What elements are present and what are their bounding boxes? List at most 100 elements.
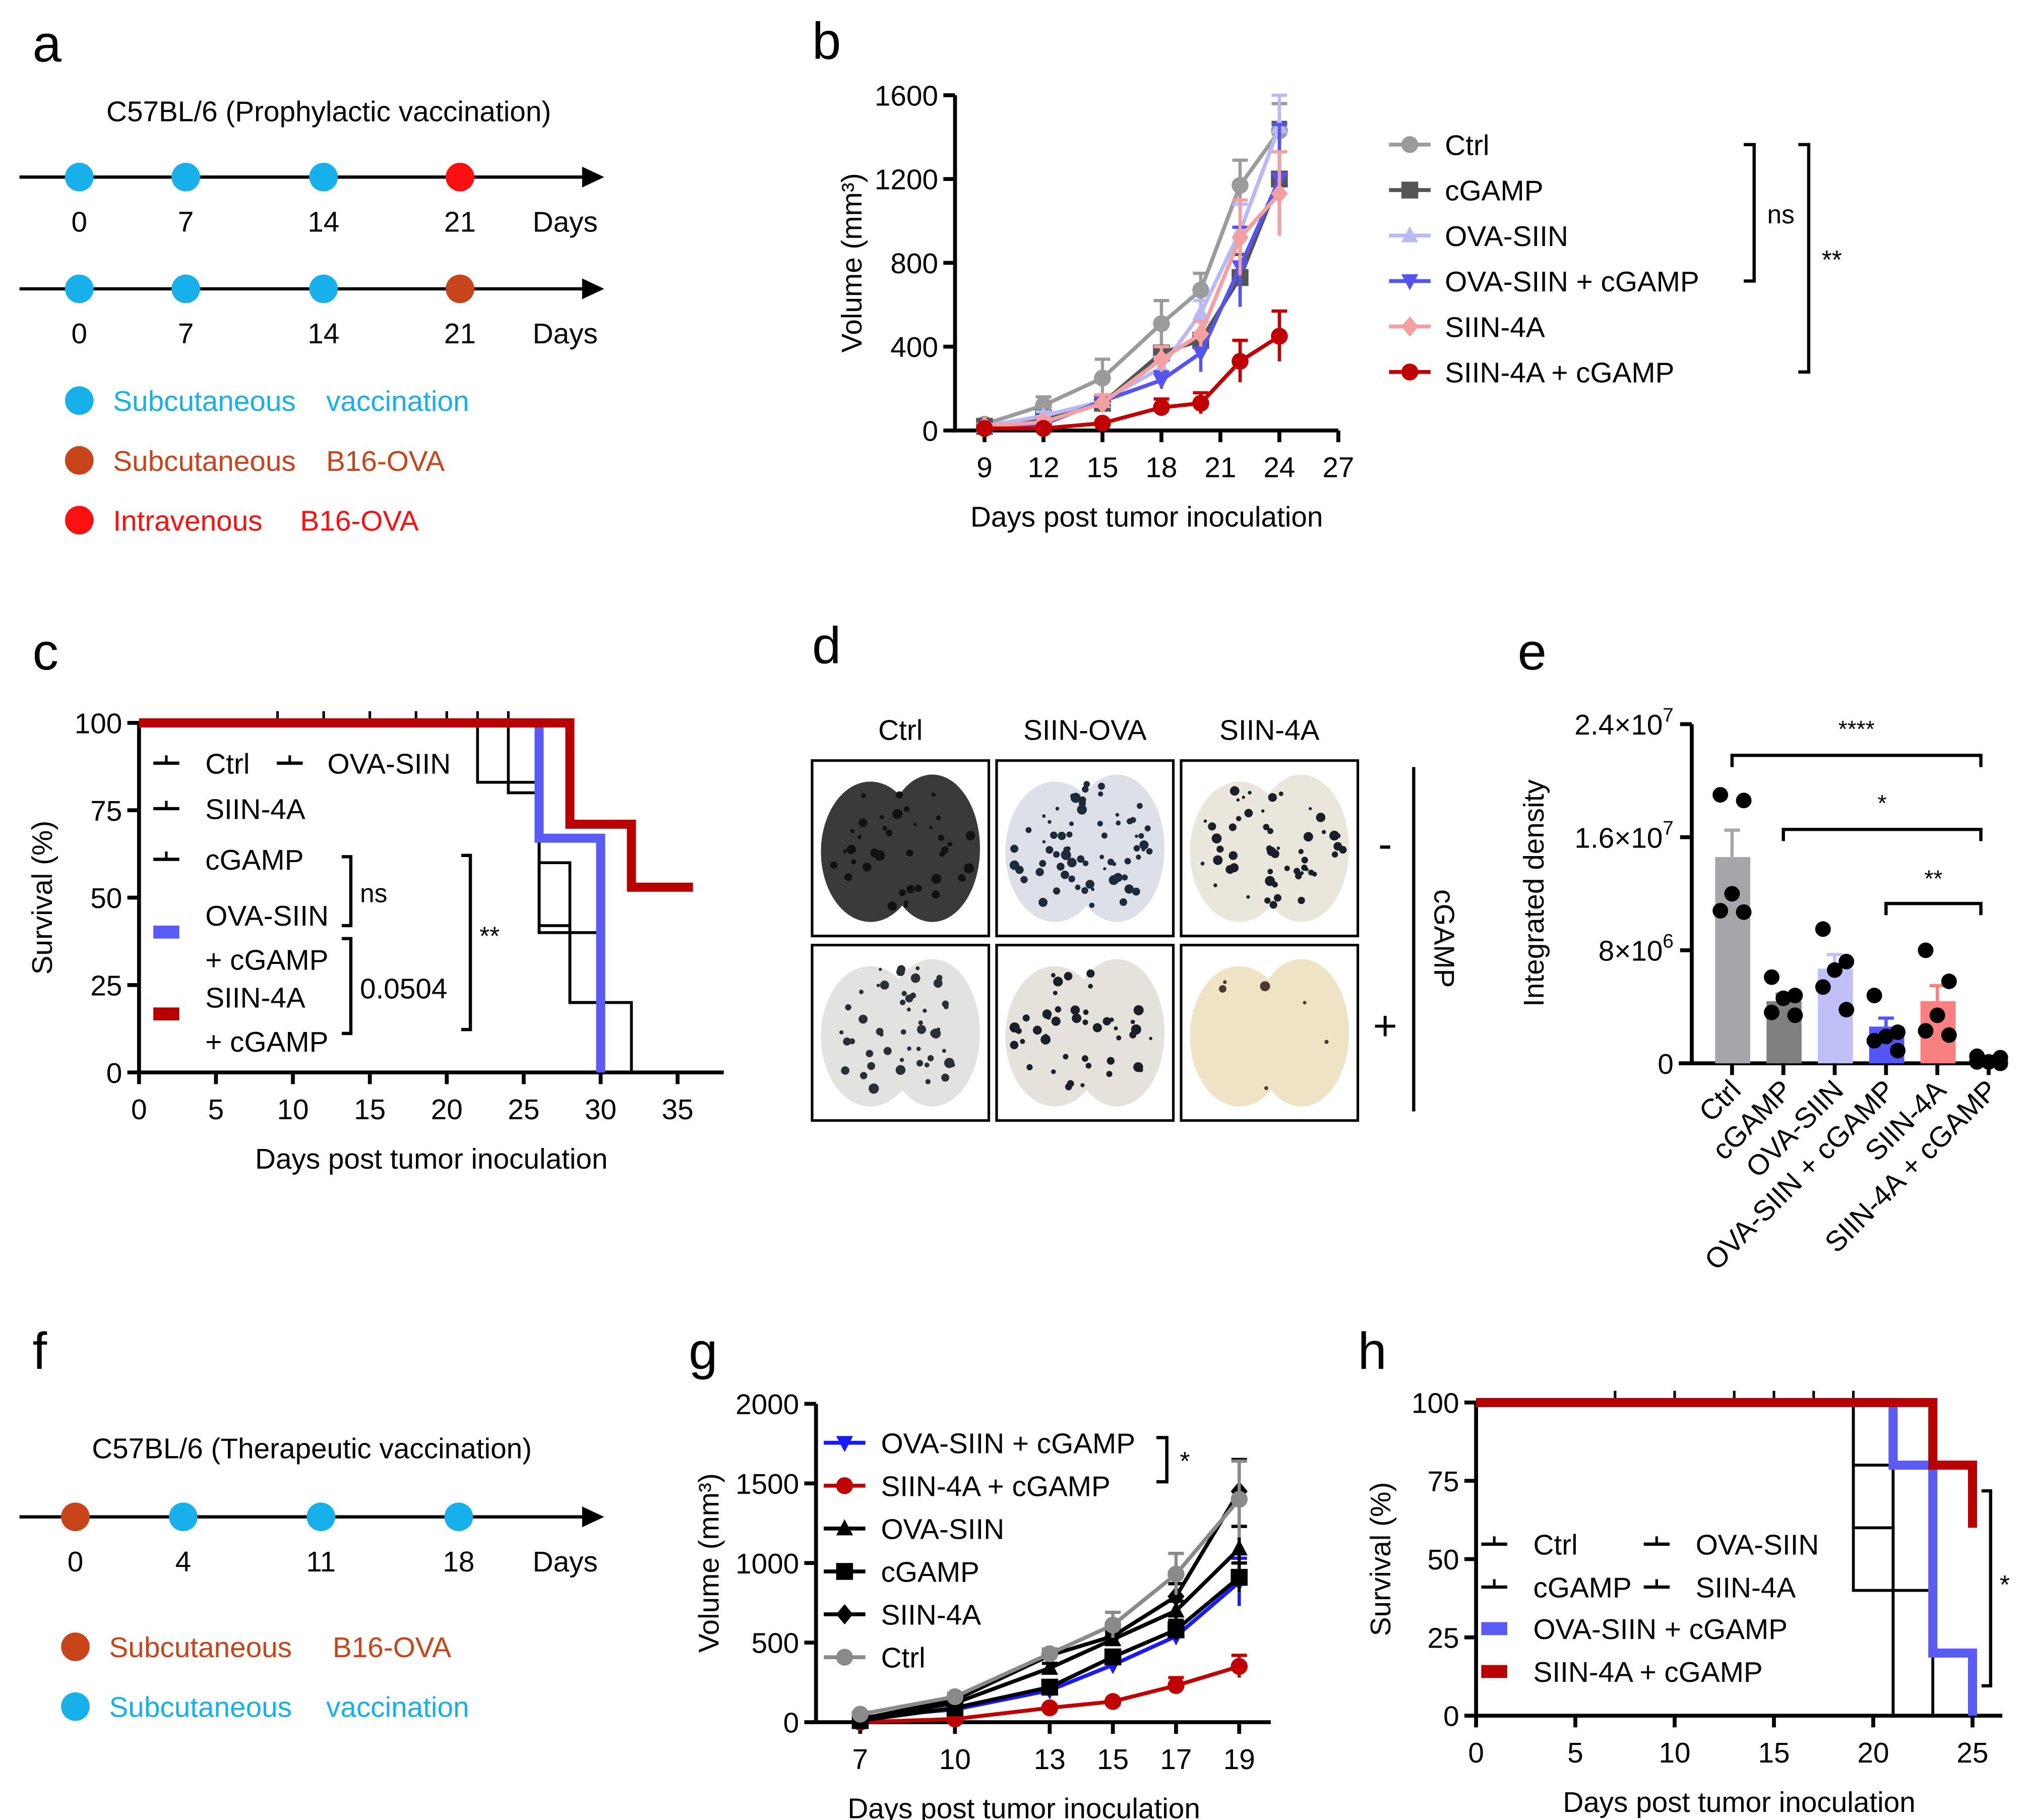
tumor-nodule xyxy=(932,890,940,899)
data-point xyxy=(1838,1002,1855,1018)
tumor-nodule xyxy=(1119,898,1128,906)
x-tick-label: 15 xyxy=(1758,1737,1790,1769)
legend-label: cGAMP xyxy=(1533,1572,1632,1604)
tumor-nodule xyxy=(850,829,855,833)
data-point xyxy=(1153,399,1170,416)
significance-label: 0.0504 xyxy=(360,973,447,1005)
significance-bracket xyxy=(341,937,353,1036)
legend-label: Ctrl xyxy=(881,1643,926,1674)
y-tick-label: 0 xyxy=(1443,1701,1459,1733)
legend-label: SIIN-4A xyxy=(205,982,305,1014)
tumor-nodule xyxy=(1213,883,1217,887)
tumor-nodule xyxy=(907,1046,911,1051)
legend-agent: B16-OVA xyxy=(300,505,418,537)
data-point xyxy=(1775,990,1792,1006)
x-tick-label: 12 xyxy=(1027,452,1059,484)
x-tick-label: 35 xyxy=(662,1094,694,1126)
data-point xyxy=(1168,1677,1185,1694)
x-axis-label: Days post tumor inoculation xyxy=(970,502,1323,533)
significance-label: ** xyxy=(1822,245,1842,274)
x-tick-label: 10 xyxy=(939,1744,971,1776)
tumor-nodule xyxy=(1048,820,1052,824)
tumor-nodule xyxy=(1072,1013,1082,1023)
data-point xyxy=(1918,1023,1934,1039)
series-siin-4a-cgamp xyxy=(976,309,1288,437)
data-point xyxy=(1815,921,1831,937)
x-tick-label: 20 xyxy=(431,1094,463,1126)
legend-route: Subcutaneous xyxy=(109,1692,292,1724)
data-point xyxy=(1787,1007,1803,1023)
tumor-nodule xyxy=(1022,1014,1030,1022)
timepoint-dot xyxy=(306,1502,336,1532)
tumor-nodule xyxy=(1046,846,1054,854)
tumor-nodule xyxy=(1051,1069,1056,1074)
legend-item: cGAMP xyxy=(1481,1572,1632,1604)
data-point xyxy=(1153,373,1170,390)
tumor-nodule xyxy=(1116,820,1121,826)
x-tick-label: 15 xyxy=(1086,452,1118,484)
x-tick-label: 15 xyxy=(1097,1744,1129,1776)
tumor-nodule xyxy=(913,822,917,826)
tumor-nodule xyxy=(929,826,933,829)
legend-item: Ctrl xyxy=(153,748,250,780)
data-point xyxy=(1890,1024,1906,1040)
tumor-nodule xyxy=(1135,834,1138,838)
legend-marker xyxy=(836,1477,853,1494)
tick-base: 1.6×10 xyxy=(1574,822,1663,854)
data-point xyxy=(1041,1678,1059,1696)
tumor-nodule xyxy=(941,846,949,854)
bar-group-ctrl: Ctrl xyxy=(1693,787,1752,1128)
data-point xyxy=(1168,1621,1185,1639)
lung-photo xyxy=(811,759,991,938)
tumor-nodule xyxy=(1263,824,1270,830)
legend-swatch xyxy=(153,1007,179,1021)
significance-label: * xyxy=(1878,790,1887,816)
data-point xyxy=(1981,1054,1997,1070)
data-point xyxy=(1764,969,1779,985)
tumor-nodule xyxy=(915,966,920,970)
tumor-nodule xyxy=(1079,796,1086,804)
tumor-nodule xyxy=(936,815,941,820)
legend-route: Intravenous xyxy=(113,505,262,537)
row-label-minus: - xyxy=(1378,821,1392,867)
tumor-nodule xyxy=(1303,1001,1307,1005)
tumor-nodule xyxy=(1103,867,1107,871)
tumor-nodule xyxy=(1298,896,1305,904)
significance-bracket xyxy=(461,854,472,1032)
legend-label: SIIN-4A + cGAMP xyxy=(1533,1657,1763,1688)
timepoint-label: 14 xyxy=(308,318,339,350)
y-axis-label: Integrated density xyxy=(1518,779,1550,1007)
tumor-nodule xyxy=(1055,1006,1062,1013)
tumor-nodule xyxy=(870,848,879,858)
panel-title: C57BL/6 (Prophylactic vaccination) xyxy=(106,96,551,128)
x-tick-label: 10 xyxy=(277,1094,309,1126)
tumor-nodule xyxy=(1133,1005,1144,1015)
data-point xyxy=(1231,1658,1248,1675)
tumor-nodule xyxy=(1075,884,1081,890)
y-tick-label: 1.6×107 xyxy=(1574,818,1673,855)
y-tick-label: 1000 xyxy=(735,1548,799,1580)
tumor-nodule xyxy=(1295,872,1302,880)
tumor-nodule xyxy=(1044,1034,1048,1038)
panel-a: C57BL/6 (Prophylactic vaccination) 0 7 14 21… xyxy=(19,96,604,537)
legend-agent: vaccination xyxy=(326,1692,469,1724)
y-tick-label: 75 xyxy=(90,796,122,827)
tumor-nodule xyxy=(1265,876,1275,886)
legend-route: Subcutaneous xyxy=(113,446,295,477)
data-point xyxy=(1192,346,1209,362)
tumor-nodule xyxy=(1083,781,1090,787)
timepoint-dot xyxy=(446,274,474,304)
tumor-nodule xyxy=(1115,813,1120,817)
tumor-nodule xyxy=(1143,842,1147,847)
data-point xyxy=(1878,1028,1894,1045)
tumor-nodule xyxy=(918,1020,923,1025)
panel-letter: c xyxy=(32,623,58,681)
timepoint-dot xyxy=(65,274,94,304)
tumor-nodule xyxy=(1098,791,1103,797)
y-tick-label: 400 xyxy=(890,332,938,363)
tumor-nodule xyxy=(910,973,920,983)
lung-photo xyxy=(995,759,1175,938)
tumor-nodule xyxy=(867,1062,876,1070)
tumor-nodule xyxy=(1264,1086,1268,1090)
tumor-nodule xyxy=(1068,875,1075,883)
